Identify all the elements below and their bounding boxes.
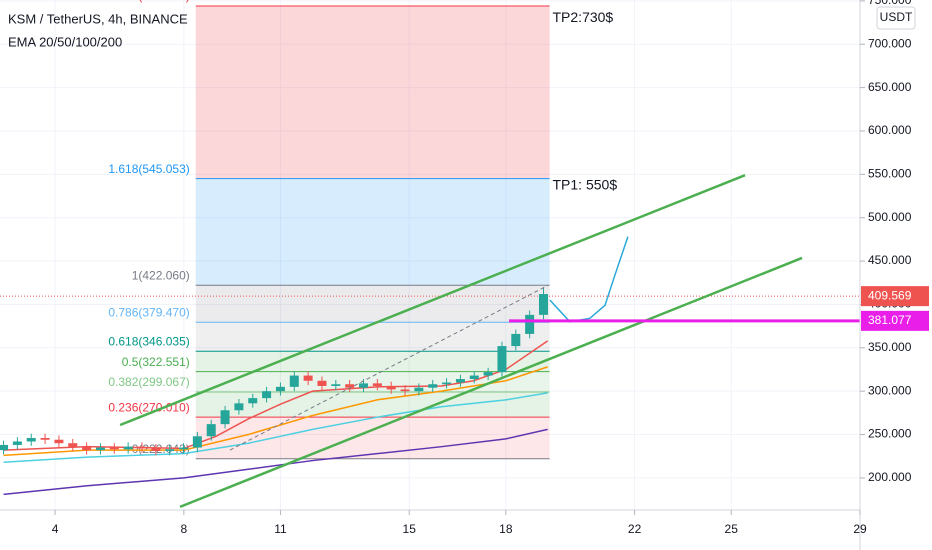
x-tick-label: 15 [403, 522, 417, 536]
candle-body [400, 389, 410, 392]
candle-body [372, 383, 382, 386]
price-tag [861, 310, 929, 331]
fib-label: 0.618(346.035) [108, 334, 189, 348]
candle-body [179, 447, 189, 450]
fib-label: 2.618(744.070) [108, 0, 189, 3]
y-tick-label: 600.000 [868, 123, 912, 137]
fib-zone [195, 351, 550, 372]
candle-body [234, 403, 244, 411]
candle-body [123, 446, 133, 450]
candle-body [414, 387, 424, 392]
candle-body [95, 447, 105, 451]
y-tick-label: 650.000 [868, 80, 912, 94]
candle-body [317, 380, 327, 386]
candle-body [289, 375, 299, 387]
candle-body [359, 383, 369, 388]
candle-body [275, 386, 285, 392]
price-tag-label: 409.569 [868, 288, 912, 302]
x-tick-label: 11 [274, 522, 287, 536]
x-tick-label: 22 [628, 522, 642, 536]
candle-body [220, 410, 230, 425]
fib-label: 0.236(270.010) [108, 400, 189, 414]
fib-zone [195, 391, 550, 418]
trend-line [119, 174, 746, 427]
candle-body [386, 385, 396, 390]
currency-box[interactable] [876, 6, 916, 30]
fib-label: 1.618(545.053) [108, 162, 189, 176]
candle-body [345, 384, 355, 388]
price-tag-label: 381.077 [868, 313, 912, 327]
candle-body [455, 379, 465, 383]
fib-label: 0.382(299.067) [108, 375, 189, 389]
y-tick-label: 250.000 [868, 427, 912, 441]
candle-body [82, 446, 92, 451]
ema-line [3, 392, 548, 464]
candle-body [0, 444, 9, 451]
candle-body [511, 333, 521, 347]
plot-area: 0(222.043) 0.236(270.010) 0.382(299.067) 0.… [0, 0, 860, 510]
fib-label: 0.786(379.470) [108, 305, 189, 319]
y-tick-label: 500.000 [868, 210, 912, 224]
annotation: TP2:730$ [553, 9, 614, 25]
candle-body [262, 391, 272, 399]
x-tick-label: 25 [725, 522, 739, 536]
candle-body [192, 436, 202, 448]
y-tick-label: 450.000 [868, 253, 912, 267]
y-tick-label: 300.000 [868, 383, 912, 397]
y-tick-label: 700.000 [868, 36, 912, 50]
candle-body [206, 424, 216, 437]
projection-line [549, 236, 629, 323]
candle-body [442, 382, 452, 385]
candle-body [137, 446, 147, 449]
x-tick-label: 18 [499, 522, 513, 536]
y-tick-label: 200.000 [868, 470, 912, 484]
fib-zone [195, 417, 550, 459]
y-tick-label: 750.000 [868, 0, 912, 7]
fib-label: 0.5(322.551) [122, 355, 190, 369]
candle-body [483, 372, 493, 376]
candle-body [40, 438, 50, 440]
candle-body [54, 439, 64, 444]
candle-body [165, 449, 175, 452]
candle-body [497, 346, 507, 373]
chart-title: KSM / TetherUS, 4h, BINANCE [8, 11, 188, 26]
y-tick-label: 550.000 [868, 167, 912, 181]
fib-zone [195, 178, 550, 286]
fib-zone [195, 285, 550, 323]
axes: 200.000250.000300.000350.000400.000450.0… [52, 0, 929, 536]
candle-body [151, 448, 161, 452]
fib-zone [195, 6, 550, 179]
candle-body [12, 441, 22, 445]
y-tick-label: 350.000 [868, 340, 912, 354]
annotation: TP1: 550$ [553, 176, 618, 192]
fib-label: 0(222.043) [132, 442, 190, 456]
candle-body [303, 375, 313, 381]
x-tick-label: 29 [853, 522, 867, 536]
candle-body [331, 384, 341, 386]
candle-body [26, 438, 36, 442]
candle-body [68, 443, 78, 447]
fib-label: 1(422.060) [132, 268, 190, 282]
dashed-line [229, 284, 549, 451]
ema-line [3, 428, 548, 496]
fib-zone [195, 322, 550, 352]
candle-body [248, 398, 258, 404]
candle-body [538, 294, 548, 315]
ema-line [3, 340, 549, 451]
price-tag [861, 286, 929, 307]
x-tick-label: 8 [181, 522, 188, 536]
candle-body [469, 375, 479, 380]
chart-subtitle: EMA 20/50/100/200 [8, 34, 122, 49]
trend-line [179, 256, 803, 509]
candle-body [428, 384, 438, 388]
candle-body [525, 314, 535, 334]
candle-body [109, 447, 119, 450]
x-tick-label: 4 [52, 522, 59, 536]
currency[interactable]: USDT [880, 10, 913, 24]
